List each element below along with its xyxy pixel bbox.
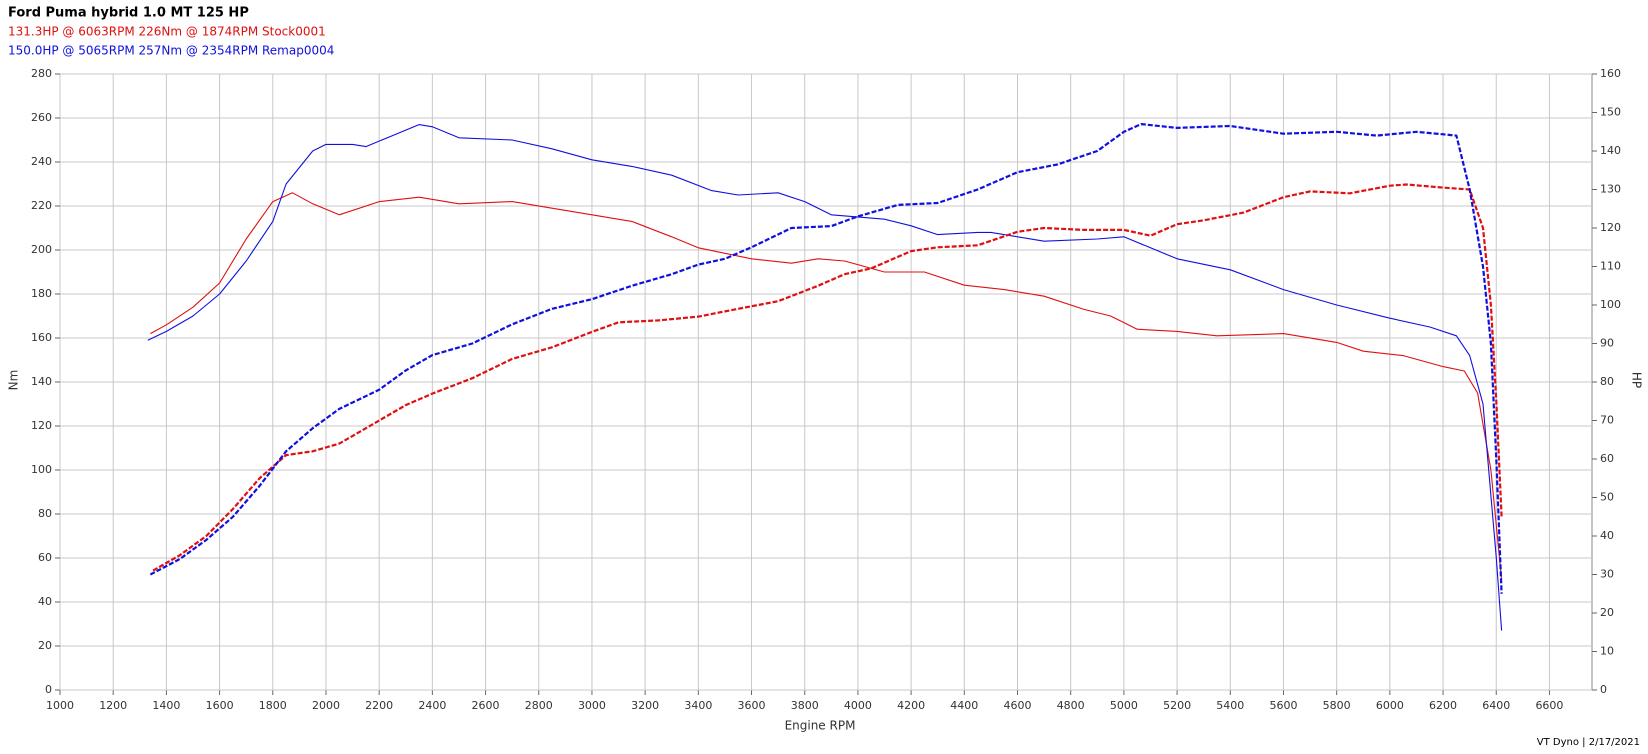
x-tick-label: 4000 (844, 699, 872, 712)
x-tick-label: 2400 (418, 699, 446, 712)
y2-tick-label: 30 (1600, 568, 1614, 581)
y2-tick-label: 50 (1600, 491, 1614, 504)
subtitle: 150.0HP @ 5065RPM 257Nm @ 2354RPM Remap0… (8, 44, 334, 58)
y-tick-label: 180 (31, 287, 52, 300)
x-tick-label: 4400 (950, 699, 978, 712)
x-tick-label: 3400 (684, 699, 712, 712)
y-tick-label: 60 (38, 551, 52, 564)
x-tick-label: 4600 (1004, 699, 1032, 712)
y2-tick-label: 40 (1600, 529, 1614, 542)
y-tick-label: 220 (31, 199, 52, 212)
x-tick-label: 2000 (312, 699, 340, 712)
x-tick-label: 6200 (1429, 699, 1457, 712)
y2-tick-label: 60 (1600, 452, 1614, 465)
y-tick-label: 100 (31, 463, 52, 476)
series-line (150, 192, 1503, 581)
x-tick-label: 5200 (1163, 699, 1191, 712)
y-axis-label: Nm (7, 370, 21, 391)
x-tick-label: 1400 (152, 699, 180, 712)
x-tick-label: 6400 (1482, 699, 1510, 712)
series-line (149, 123, 1503, 594)
y2-tick-label: 150 (1600, 106, 1621, 119)
y-tick-label: 0 (45, 683, 52, 696)
y-tick-label: 200 (31, 243, 52, 256)
y-tick-label: 120 (31, 419, 52, 432)
x-tick-label: 1800 (259, 699, 287, 712)
x-tick-label: 5000 (1110, 699, 1138, 712)
x-tick-label: 5800 (1323, 699, 1351, 712)
y2-tick-label: 80 (1600, 375, 1614, 388)
footer: VT Dyno | 2/17/2021 (1537, 737, 1640, 748)
y2-tick-label: 140 (1600, 144, 1621, 157)
x-tick-label: 5600 (1269, 699, 1297, 712)
x-tick-label: 4800 (1057, 699, 1085, 712)
y2-axis-label: HP (1630, 372, 1644, 388)
y2-tick-label: 130 (1600, 183, 1621, 196)
y2-tick-label: 70 (1600, 414, 1614, 427)
x-tick-label: 6000 (1376, 699, 1404, 712)
y2-tick-label: 120 (1600, 221, 1621, 234)
y-tick-label: 160 (31, 331, 52, 344)
x-tick-label: 2600 (472, 699, 500, 712)
subtitle: 131.3HP @ 6063RPM 226Nm @ 1874RPM Stock0… (8, 25, 326, 39)
series-line (152, 183, 1503, 572)
x-tick-label: 3600 (738, 699, 766, 712)
y2-tick-label: 90 (1600, 337, 1614, 350)
x-axis-label: Engine RPM (785, 719, 856, 733)
y-tick-label: 260 (31, 111, 52, 124)
y2-tick-label: 20 (1600, 606, 1614, 619)
x-tick-label: 2200 (365, 699, 393, 712)
y2-tick-label: 10 (1600, 645, 1614, 658)
x-tick-label: 1000 (46, 699, 74, 712)
y-tick-label: 140 (31, 375, 52, 388)
x-tick-label: 3200 (631, 699, 659, 712)
x-tick-label: 5400 (1216, 699, 1244, 712)
x-tick-label: 3800 (791, 699, 819, 712)
y-tick-label: 80 (38, 507, 52, 520)
y2-tick-label: 100 (1600, 298, 1621, 311)
y2-tick-label: 110 (1600, 260, 1621, 273)
series-line (147, 124, 1503, 631)
y2-tick-label: 0 (1600, 683, 1607, 696)
x-tick-label: 6600 (1535, 699, 1563, 712)
x-tick-label: 3000 (578, 699, 606, 712)
y-tick-label: 20 (38, 639, 52, 652)
y-tick-label: 280 (31, 67, 52, 80)
x-tick-label: 4200 (897, 699, 925, 712)
x-tick-label: 2800 (525, 699, 553, 712)
x-tick-label: 1600 (206, 699, 234, 712)
chart-title: Ford Puma hybrid 1.0 MT 125 HP (8, 6, 249, 21)
y-tick-label: 240 (31, 155, 52, 168)
y2-tick-label: 160 (1600, 67, 1621, 80)
y-tick-label: 40 (38, 595, 52, 608)
x-tick-label: 1200 (99, 699, 127, 712)
